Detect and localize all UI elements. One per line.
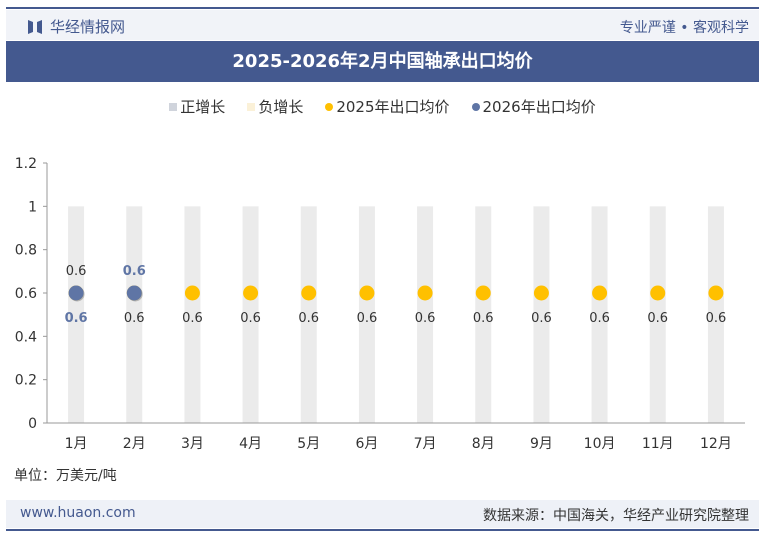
- background-bar: [707, 206, 724, 423]
- background-bar: [417, 206, 434, 423]
- point-2025: [708, 285, 724, 301]
- background-bar: [358, 206, 375, 423]
- x-tick-label: 6月: [355, 436, 378, 452]
- legend-label: 2026年出口均价: [482, 98, 596, 116]
- legend-label: 负增长: [258, 98, 304, 116]
- point-2026: [68, 285, 84, 301]
- data-label: 0.6: [531, 311, 552, 326]
- footer-bar: www.huaon.com 数据来源：中国海关，华经产业研究院整理: [6, 500, 759, 528]
- data-label: 0.6: [123, 264, 146, 279]
- data-label: 0.6: [706, 311, 727, 326]
- top-rule: [6, 7, 759, 9]
- point-2025: [650, 285, 666, 301]
- x-tick-label: 8月: [472, 436, 495, 452]
- plot-area: 0 0.2 0.4 0.6 0.8 1 1.2 1月 2月 3月 4月 5月 6月 7月 8月 9月 10月 11…: [15, 156, 745, 452]
- data-label: 0.6: [182, 311, 203, 326]
- data-label: 0.6: [124, 311, 145, 326]
- y-tick-label: 1: [28, 199, 37, 215]
- point-2025: [475, 285, 491, 301]
- background-bar: [184, 206, 201, 423]
- x-tick-label: 4月: [239, 436, 262, 452]
- x-tick-label: 9月: [530, 436, 553, 452]
- x-tick-label: 12月: [700, 436, 732, 452]
- x-tick-label: 10月: [584, 436, 616, 452]
- legend-swatch: [325, 102, 334, 111]
- data-label: 0.6: [473, 311, 494, 326]
- y-tick-label: 1.2: [15, 156, 37, 172]
- data-label: 0.6: [298, 311, 319, 326]
- legend-label: 2025年出口均价: [336, 98, 450, 116]
- header-bar: 华经情报网 专业严谨 • 客观科学: [6, 10, 759, 40]
- point-2025: [301, 285, 317, 301]
- footer-source: 数据来源：中国海关，华经产业研究院整理: [483, 508, 749, 524]
- background-bar: [533, 206, 550, 423]
- point-2025: [417, 285, 433, 301]
- legend-swatch: [247, 102, 256, 111]
- point-2025: [359, 285, 375, 301]
- point-2025: [592, 285, 608, 301]
- unit-label: 单位：万美元/吨: [14, 468, 117, 484]
- bottom-rule: [6, 529, 759, 531]
- data-label: 0.6: [66, 264, 87, 279]
- data-label: 0.6: [415, 311, 436, 326]
- background-bar: [126, 206, 143, 423]
- point-2025: [184, 285, 200, 301]
- legend-item-2026: 2026年出口均价: [471, 96, 596, 117]
- legend-label: 正增长: [180, 98, 226, 116]
- x-tick-label: 2月: [123, 436, 146, 452]
- legend: 正增长 负增长 2025年出口均价 2026年出口均价: [0, 96, 765, 117]
- brand-logo-icon: [28, 19, 42, 34]
- y-tick-label: 0.2: [15, 373, 37, 389]
- background-bar: [649, 206, 666, 423]
- point-2026: [126, 285, 142, 301]
- legend-item-negative: 负增长: [247, 96, 303, 117]
- legend-item-positive: 正增长: [169, 96, 225, 117]
- background-bar: [475, 206, 492, 423]
- background-bar: [300, 206, 317, 423]
- background-bar: [68, 206, 85, 423]
- x-tick-label: 7月: [414, 436, 437, 452]
- data-label: 0.6: [647, 311, 668, 326]
- footer-site: www.huaon.com: [20, 505, 136, 521]
- point-2025: [243, 285, 259, 301]
- brand: 华经情报网: [28, 16, 125, 37]
- point-2025: [533, 285, 549, 301]
- x-tick-label: 11月: [642, 436, 674, 452]
- chart-title: 2025-2026年2月中国轴承出口均价: [6, 41, 759, 82]
- y-tick-label: 0.6: [15, 286, 37, 302]
- x-tick-label: 5月: [297, 436, 320, 452]
- y-tick-label: 0.4: [15, 329, 37, 345]
- data-label: 0.6: [357, 311, 378, 326]
- data-label: 0.6: [240, 311, 261, 326]
- legend-swatch: [169, 102, 178, 111]
- y-tick-label: 0: [28, 416, 37, 432]
- legend-item-2025: 2025年出口均价: [325, 96, 450, 117]
- brand-name: 华经情报网: [50, 18, 126, 36]
- data-label: 0.6: [65, 311, 88, 326]
- legend-swatch: [471, 102, 480, 111]
- background-bar: [242, 206, 259, 423]
- x-tick-label: 1月: [65, 436, 88, 452]
- data-label: 0.6: [589, 311, 610, 326]
- background-bar: [591, 206, 608, 423]
- x-tick-label: 3月: [181, 436, 204, 452]
- slogan: 专业严谨 • 客观科学: [619, 20, 749, 36]
- y-tick-label: 0.8: [15, 243, 37, 259]
